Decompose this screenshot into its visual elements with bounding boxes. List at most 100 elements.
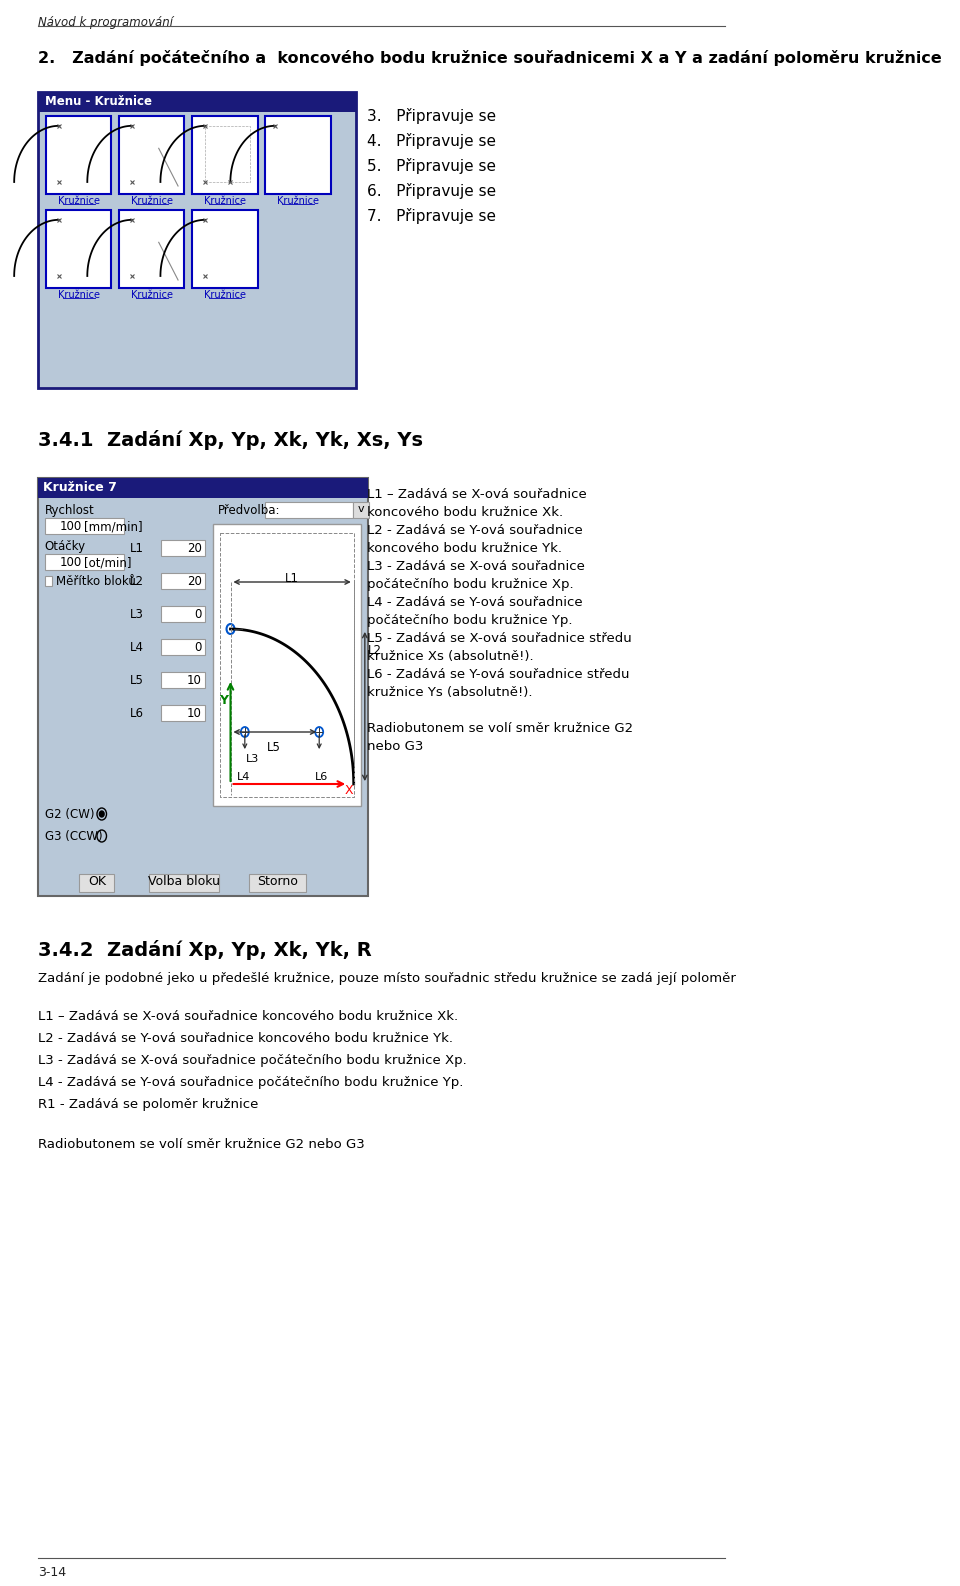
Text: [mm/min]: [mm/min] — [84, 520, 143, 533]
Text: Kružnice: Kružnice — [204, 197, 246, 206]
Text: L2 - Zadává se Y-ová souřadnice koncového bodu kružnice Yk.: L2 - Zadává se Y-ová souřadnice koncovéh… — [38, 1032, 453, 1045]
Text: Měřítko bloků: Měřítko bloků — [56, 576, 135, 588]
Text: nebo G3: nebo G3 — [368, 741, 423, 753]
Text: L2: L2 — [368, 644, 382, 657]
Text: L1: L1 — [130, 542, 144, 555]
Circle shape — [99, 810, 104, 817]
FancyBboxPatch shape — [266, 503, 353, 519]
Text: L3: L3 — [130, 607, 143, 622]
Text: 100: 100 — [60, 520, 82, 533]
Text: počátečního bodu kružnice Yp.: počátečního bodu kružnice Yp. — [368, 614, 573, 626]
Text: 100: 100 — [60, 557, 82, 569]
FancyBboxPatch shape — [119, 116, 184, 193]
Text: 20: 20 — [187, 542, 202, 555]
Text: Kružnice 7: Kružnice 7 — [43, 481, 117, 493]
Text: kružnice Xs (absolutně!).: kružnice Xs (absolutně!). — [368, 650, 534, 663]
Text: L4: L4 — [130, 641, 144, 653]
Text: L6 - Zadává se Y-ová souřadnice středu: L6 - Zadává se Y-ová souřadnice středu — [368, 668, 630, 680]
Text: L6: L6 — [315, 772, 328, 782]
Text: 3.4.2  Zadání Xp, Yp, Xk, Yk, R: 3.4.2 Zadání Xp, Yp, Xk, Yk, R — [38, 940, 372, 960]
Text: L1 – Zadává se X-ová souřadnice koncového bodu kružnice Xk.: L1 – Zadává se X-ová souřadnice koncovéh… — [38, 1010, 458, 1023]
Text: Rychlost: Rychlost — [44, 504, 94, 517]
Text: 4.   Připravuje se: 4. Připravuje se — [368, 133, 496, 149]
FancyBboxPatch shape — [44, 519, 124, 534]
Text: Kružnice: Kružnice — [131, 290, 173, 300]
Text: 3.   Připravuje se: 3. Připravuje se — [368, 108, 496, 124]
Text: L4: L4 — [237, 772, 251, 782]
Text: 0: 0 — [195, 641, 202, 653]
FancyBboxPatch shape — [213, 523, 361, 806]
Text: koncového bodu kružnice Xk.: koncového bodu kružnice Xk. — [368, 506, 564, 519]
Text: X: X — [345, 783, 353, 798]
Text: L6: L6 — [130, 707, 144, 720]
FancyBboxPatch shape — [161, 672, 205, 688]
Text: Kružnice: Kružnice — [204, 290, 246, 300]
Text: Y: Y — [220, 695, 228, 707]
Text: 20: 20 — [187, 576, 202, 588]
FancyBboxPatch shape — [46, 209, 111, 289]
Text: L3 - Zadává se X-ová souřadnice: L3 - Zadává se X-ová souřadnice — [368, 560, 585, 573]
Text: [ot/min]: [ot/min] — [84, 557, 132, 569]
FancyBboxPatch shape — [161, 706, 205, 722]
FancyBboxPatch shape — [46, 116, 111, 193]
Text: OK: OK — [88, 875, 106, 888]
FancyBboxPatch shape — [192, 116, 257, 193]
Text: Zadání je podobné jeko u předešlé kružnice, pouze místo souřadnic středu kružnic: Zadání je podobné jeko u předešlé kružni… — [38, 972, 736, 985]
Text: 6.   Připravuje se: 6. Připravuje se — [368, 182, 496, 198]
FancyBboxPatch shape — [161, 606, 205, 622]
Text: L4 - Zadává se Y-ová souřadnice: L4 - Zadává se Y-ová souřadnice — [368, 596, 583, 609]
FancyBboxPatch shape — [150, 874, 220, 891]
Text: L5 - Zadává se X-ová souřadnice středu: L5 - Zadává se X-ová souřadnice středu — [368, 631, 632, 646]
Text: koncového bodu kružnice Yk.: koncového bodu kružnice Yk. — [368, 542, 563, 555]
FancyBboxPatch shape — [266, 116, 330, 193]
Text: 7.   Připravuje se: 7. Připravuje se — [368, 208, 496, 224]
Text: 3.4.1  Zadání Xp, Yp, Xk, Yk, Xs, Ys: 3.4.1 Zadání Xp, Yp, Xk, Yk, Xs, Ys — [38, 430, 423, 450]
Text: L2 - Zadává se Y-ová souřadnice: L2 - Zadává se Y-ová souřadnice — [368, 523, 583, 538]
Text: Kružnice: Kružnice — [131, 197, 173, 206]
FancyBboxPatch shape — [44, 554, 124, 569]
FancyBboxPatch shape — [353, 503, 369, 519]
Text: L3: L3 — [246, 753, 259, 764]
FancyBboxPatch shape — [44, 576, 53, 585]
FancyBboxPatch shape — [38, 477, 368, 896]
Text: Návod k programování: Návod k programování — [38, 16, 173, 29]
FancyBboxPatch shape — [38, 92, 356, 389]
Text: v: v — [357, 504, 364, 514]
Text: 3-14: 3-14 — [38, 1565, 66, 1580]
Text: 0: 0 — [195, 607, 202, 622]
Text: L5: L5 — [267, 741, 281, 753]
Text: Otáčky: Otáčky — [44, 539, 85, 554]
Text: L5: L5 — [130, 674, 143, 687]
Text: Radiobutonem se volí směr kružnice G2: Radiobutonem se volí směr kružnice G2 — [368, 722, 634, 734]
FancyBboxPatch shape — [161, 539, 205, 557]
Text: G3 (CCW): G3 (CCW) — [44, 829, 102, 844]
Text: Kružnice: Kružnice — [58, 197, 100, 206]
Text: L1: L1 — [285, 573, 299, 585]
Text: Radiobutonem se volí směr kružnice G2 nebo G3: Radiobutonem se volí směr kružnice G2 ne… — [38, 1139, 365, 1151]
Text: Předvolba:: Předvolba: — [218, 504, 280, 517]
FancyBboxPatch shape — [192, 209, 257, 289]
Text: Kružnice: Kružnice — [58, 290, 100, 300]
Text: 2.   Zadání počátečního a  koncového bodu kružnice souřadnicemi X a Y a zadání p: 2. Zadání počátečního a koncového bodu k… — [38, 51, 942, 67]
Text: 10: 10 — [187, 674, 202, 687]
FancyBboxPatch shape — [119, 209, 184, 289]
FancyBboxPatch shape — [249, 874, 306, 891]
FancyBboxPatch shape — [80, 874, 114, 891]
Text: 5.   Připravuje se: 5. Připravuje se — [368, 159, 496, 174]
Text: Volba bloku: Volba bloku — [149, 875, 221, 888]
FancyBboxPatch shape — [38, 92, 356, 113]
Text: Kružnice: Kružnice — [277, 197, 319, 206]
FancyBboxPatch shape — [38, 477, 368, 498]
Text: L2: L2 — [130, 576, 144, 588]
Text: L3 - Zadává se X-ová souřadnice počátečního bodu kružnice Xp.: L3 - Zadává se X-ová souřadnice počátečn… — [38, 1055, 467, 1067]
Text: Menu - Kružnice: Menu - Kružnice — [44, 95, 152, 108]
Text: G2 (CW): G2 (CW) — [44, 807, 94, 822]
Text: počátečního bodu kružnice Xp.: počátečního bodu kružnice Xp. — [368, 577, 574, 592]
Text: kružnice Ys (absolutně!).: kružnice Ys (absolutně!). — [368, 687, 533, 699]
FancyBboxPatch shape — [161, 639, 205, 655]
Text: R1 - Zadává se poloměr kružnice: R1 - Zadává se poloměr kružnice — [38, 1098, 258, 1112]
FancyBboxPatch shape — [161, 573, 205, 588]
Text: Storno: Storno — [257, 875, 298, 888]
Text: 10: 10 — [187, 707, 202, 720]
Text: L4 - Zadává se Y-ová souřadnice počátečního bodu kružnice Yp.: L4 - Zadává se Y-ová souřadnice počátečn… — [38, 1075, 464, 1090]
